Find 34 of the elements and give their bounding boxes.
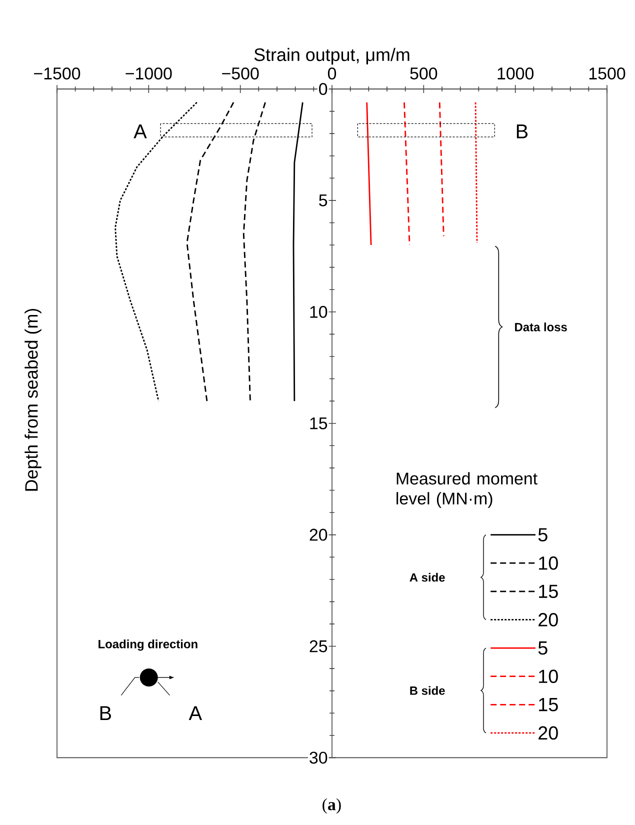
legend-label: 20 [538,613,558,626]
y-axis-title: Depth from seabed (m) [24,308,42,491]
legend-label: 10 [539,670,558,684]
y-tick-label: 20 [310,528,328,541]
legend-label: 5 [538,528,548,542]
y-tick-label: 15 [310,417,328,430]
y-tick-label: 25 [310,640,328,652]
x-tick-label: 1500 [589,67,626,80]
text: (a) [322,798,341,814]
x-axis-title: Strain output, μm/m [254,48,410,65]
annotation: B side [410,686,445,695]
x-tick-label: −500 [222,67,259,80]
legend-label: 15 [539,584,558,598]
x-tick-label: −1500 [34,67,80,80]
annotation: Loading direction [98,640,198,651]
legend-label: 5 [538,641,548,655]
annotation: Data loss [515,322,567,332]
y-tick-label: 30 [310,752,328,764]
y-tick-label: 5 [319,194,328,206]
annotation: A side [410,572,445,582]
legend-title: Measured moment level (MN·m) [396,472,538,508]
x-tick-label: −1000 [126,67,172,80]
annotation: B [516,124,528,138]
legend-label: 15 [539,698,558,712]
legend-label: 10 [539,556,558,570]
x-tick-label: 500 [410,67,438,80]
y-tick-label: 0 [319,83,328,95]
x-tick-label: 1000 [498,67,534,80]
annotation: B [100,706,111,720]
x-tick-label: 0 [328,67,336,80]
legend-label: 20 [538,726,558,740]
annotation: A [188,706,202,720]
annotation: A [134,124,147,138]
y-tick-label: 10 [310,306,328,318]
